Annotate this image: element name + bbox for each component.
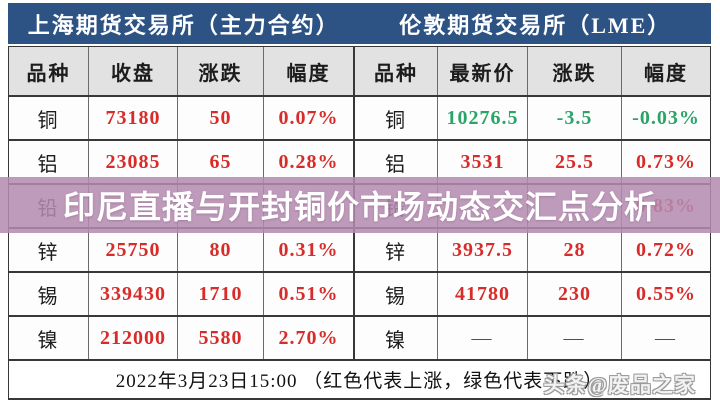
table-cell: — — [438, 317, 528, 359]
table-cell: 0.07% — [264, 97, 355, 139]
table-row-copper: 铜 73180 50 0.07% 铜 10276.5 -3.5 -0.03% — [9, 95, 710, 139]
table-cell: 铜 — [355, 97, 438, 139]
table-cell: 73180 — [89, 97, 178, 139]
table-row-zinc: 锌 25750 80 0.31% 锌 3937.5 28 0.72% — [9, 227, 710, 271]
table-cell: 41780 — [438, 273, 528, 315]
table-cell: 0.72% — [636, 238, 696, 261]
table-cell: 锌 — [355, 229, 438, 271]
table-cell: 1710 — [178, 273, 264, 315]
table-cell: 0.55% — [636, 282, 696, 305]
table-cell: 2.70% — [264, 317, 355, 359]
table-cell: 3531 — [438, 141, 528, 183]
table-cell: 25750 — [89, 229, 178, 271]
table-cell: 28 — [528, 229, 622, 271]
table-cell: 铜 — [9, 97, 89, 139]
exchange-header-band: 上海期货交易所（主力合约） 伦敦期货交易所（LME） — [8, 3, 711, 44]
table-cell: 25.5 — [528, 141, 622, 183]
table-cell: 0.51% — [264, 273, 355, 315]
table-cell: — — [528, 317, 622, 359]
timestamp-note: 2022年3月23日15:00 （红色代表上涨，绿色代表下跌） — [115, 371, 604, 392]
headline-text: 印尼直播与开封铜价市场动态交汇点分析 — [62, 189, 657, 225]
table-cell: 0.31% — [264, 229, 355, 271]
column-header: 幅度 — [264, 47, 355, 95]
table-cell: 锌 — [9, 229, 89, 271]
table-cell: 80 — [178, 229, 264, 271]
watermark: 头条@废品之家 — [543, 373, 696, 397]
table-cell: — — [655, 326, 677, 349]
table-cell: 镍 — [355, 317, 438, 359]
column-header: 收盘 — [89, 47, 178, 95]
shfe-title: 上海期货交易所（主力合约） — [27, 12, 340, 38]
table-cell: 3937.5 — [438, 229, 528, 271]
column-header: 幅度 — [644, 62, 688, 85]
table-cell: 230 — [528, 273, 622, 315]
column-header: 涨跌 — [528, 47, 622, 95]
column-header: 品种 — [355, 47, 438, 95]
table-cell: 212000 — [89, 317, 178, 359]
table-cell: 锡 — [355, 273, 438, 315]
table-cell: 10276.5 — [438, 97, 528, 139]
table-cell: 0.73% — [636, 150, 696, 173]
table-cell: 50 — [178, 97, 264, 139]
column-header: 最新价 — [438, 47, 528, 95]
column-header-row: 品种 收盘 涨跌 幅度 品种 最新价 涨跌 幅度 — [9, 47, 710, 95]
table-cell: 65 — [178, 141, 264, 183]
table-cell: 0.28% — [264, 141, 355, 183]
table-cell: -3.5 — [528, 97, 622, 139]
table-cell: -0.03% — [632, 106, 700, 129]
table-cell: 23085 — [89, 141, 178, 183]
column-header: 品种 — [9, 47, 89, 95]
table-cell: 5580 — [178, 317, 264, 359]
table-row-tin: 锡 339430 1710 0.51% 锡 41780 230 0.55% — [9, 271, 710, 315]
footer-row: 2022年3月23日15:00 （红色代表上涨，绿色代表下跌） 头条@废品之家 — [9, 359, 710, 398]
table-row-aluminum: 铝 23085 65 0.28% 铝 3531 25.5 0.73% — [9, 139, 710, 183]
table-row-nickel: 镍 212000 5580 2.70% 镍 — — — — [9, 315, 710, 359]
table-cell: 镍 — [9, 317, 89, 359]
table-cell: 锡 — [9, 273, 89, 315]
table-cell: 铝 — [9, 141, 89, 183]
table-cell: 339430 — [89, 273, 178, 315]
lme-title: 伦敦期货交易所（LME） — [399, 12, 672, 38]
column-header: 涨跌 — [178, 47, 264, 95]
headline-banner: 印尼直播与开封铜价市场动态交汇点分析 — [0, 177, 720, 233]
table-cell: 铝 — [355, 141, 438, 183]
